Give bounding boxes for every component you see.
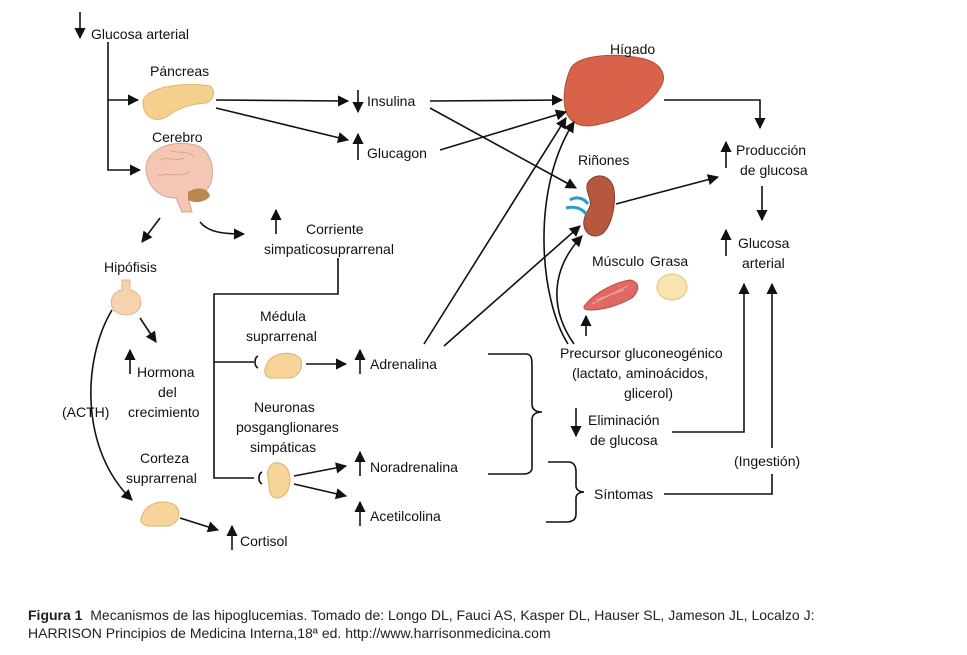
label-hormona-line3: crecimiento	[128, 404, 200, 420]
kidney-icon	[565, 175, 615, 237]
caption-line1: Mecanismos de las hipoglucemias. Tomado …	[90, 607, 815, 623]
label-insulina: Insulina	[367, 93, 415, 109]
liver-icon	[563, 54, 664, 127]
neuron-icon	[267, 462, 291, 499]
label-acetilcolina: Acetilcolina	[370, 508, 441, 524]
label-neuronas-line1: Neuronas	[254, 399, 315, 415]
connectors	[90, 42, 778, 533]
label-produccion-line2: de glucosa	[740, 162, 808, 178]
label-precursor-line1: Precursor gluconeogénico	[560, 345, 723, 361]
label-corriente-line1: Corriente	[306, 221, 364, 237]
label-noradrenalina: Noradrenalina	[370, 459, 458, 475]
adrenal-medulla-icon	[264, 352, 303, 379]
label-eliminacion-line2: de glucosa	[590, 432, 658, 448]
label-neuronas-line2: posganglionares	[236, 419, 339, 435]
label-pancreas: Páncreas	[150, 63, 209, 79]
label-neuronas-line3: simpáticas	[250, 439, 316, 455]
brain-icon	[145, 142, 213, 213]
fat-icon	[656, 273, 688, 301]
label-glucosa-arterial-right-line1: Glucosa	[738, 235, 790, 251]
label-glucagon: Glucagon	[367, 145, 427, 161]
label-produccion-line1: Producción	[736, 142, 806, 158]
pancreas-icon	[142, 84, 214, 120]
label-eliminacion-line1: Eliminación	[588, 412, 660, 428]
muscle-icon	[583, 279, 639, 311]
label-ingestion: (Ingestión)	[734, 453, 800, 469]
label-corriente-line2: simpaticosuprarrenal	[264, 241, 394, 257]
receptor-marks	[254, 355, 263, 485]
label-glucosa-arterial-right-line2: arterial	[742, 255, 785, 271]
label-hormona-line2: del	[158, 384, 177, 400]
label-corteza-line2: suprarrenal	[126, 470, 197, 486]
adrenal-cortex-icon	[140, 501, 180, 527]
caption-line2: HARRISON Principios de Medicina Interna,…	[28, 625, 551, 641]
figure-caption: Figura 1 Mecanismos de las hipoglucemias…	[28, 606, 958, 642]
label-acth: (ACTH)	[62, 404, 109, 420]
change-indicators	[74, 12, 732, 550]
label-hipofisis: Hipófisis	[104, 259, 157, 275]
label-cortisol: Cortisol	[240, 533, 287, 549]
label-adrenalina: Adrenalina	[370, 356, 437, 372]
label-medula-line2: suprarrenal	[246, 328, 317, 344]
label-higado: Hígado	[610, 41, 655, 57]
hypoglycemia-mechanisms-diagram: Glucosa arterial Páncreas Cerebro Insuli…	[62, 12, 808, 550]
label-hormona-line1: Hormona	[137, 364, 195, 380]
pituitary-icon	[110, 279, 142, 316]
label-musculo: Músculo	[592, 253, 644, 269]
label-precursor-line2: (lactato, aminoácidos,	[572, 365, 708, 381]
caption-label: Figura 1	[28, 607, 83, 623]
label-medula-line1: Médula	[260, 308, 306, 324]
label-glucosa-arterial-top: Glucosa arterial	[91, 26, 189, 42]
label-cerebro: Cerebro	[152, 129, 203, 145]
label-corteza-line1: Corteza	[140, 450, 189, 466]
label-precursor-line3: glicerol)	[624, 385, 673, 401]
label-grasa: Grasa	[650, 253, 688, 269]
label-sintomas: Síntomas	[594, 486, 653, 502]
label-rinones: Riñones	[578, 152, 629, 168]
